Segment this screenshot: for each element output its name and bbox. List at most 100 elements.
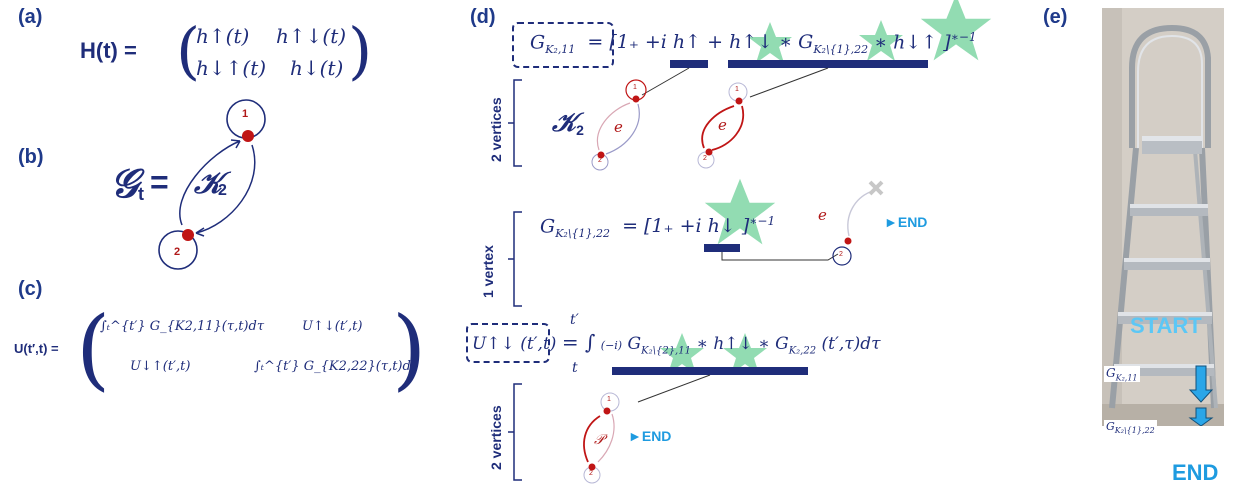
eq2: GK₂\{1},22 = [1₊ +i h↓ ]∗−1 [540,214,775,240]
label-2-vertices-top: 2 vertices [488,97,504,162]
node-1-label: 1 [242,108,249,120]
eq2-lhs: G [540,215,556,238]
eq3-lower-limit: t [572,360,578,376]
eq3-g1: G [627,334,642,354]
ladder-g22-sub: K₂\{1},22 [1114,426,1155,436]
ladder-g11-label: GK₂,11 [1104,366,1140,383]
end-tag-1: ►END [884,214,928,230]
propagator-lhs: U(t′,t) = [14,341,59,356]
bar-self-energy [728,60,928,68]
propagator-m11: ∫ₜ^{t′} G_{K2,11}(τ,t)dτ [100,319,265,334]
bar-h-up [670,60,708,68]
small-node-label-d2: 2 [589,470,593,477]
k2-symbol: 𝒦 [194,166,222,201]
small-dot-c [844,237,852,245]
graph-symbol: 𝒢 [110,160,139,207]
ladder-g11-symbol: G [1106,366,1116,380]
connector-1 [641,67,690,96]
edge-label-p: 𝒫 [594,432,605,448]
k2-subscript: 2 [218,182,227,199]
eq3-tail: (t′,τ)dτ [821,334,881,354]
u-updown-box [466,323,550,363]
panel-label-e: (e) [1043,6,1068,28]
eq3: U↑↓ (t′,t) = ∫ (−i) GK₂\{2},11 ∗ h↑↓ ∗ G… [472,330,912,370]
node-2-label: 2 [174,246,181,258]
k2-label: 𝒦2 [552,108,584,139]
left-paren: ( [176,14,201,87]
eq3-mid: ∗ h↑↓ ∗ G [696,334,789,354]
connector-3 [721,252,839,261]
eq3-g2-sub: K₂,22 [788,345,817,357]
arrowhead-up [230,139,241,149]
propagator-equation: U(t′,t) = ( ∫ₜ^{t′} G_{K2,11}(τ,t)dτ U↑↓… [14,297,426,405]
small-dot-b2 [705,148,713,156]
bracket-mid [508,211,522,307]
graph-diagram [158,99,266,270]
ladder-g22-label: GK₂\{1},22 [1104,420,1157,436]
small-edge-d-up [583,415,601,463]
matrix-h22: h↓(t) [290,56,344,80]
c-left-paren: ( [76,297,111,400]
small-dot-d1 [603,407,611,415]
k2-label-sub: 2 [576,122,584,139]
matrix-h12: h↑↓(t) [276,24,347,48]
small-node-label-b2: 2 [703,155,707,162]
eq1-rhs-tail: ∗ h↓↑ ] [874,31,951,54]
eq1-rhs: = [1₊ +i h↑ + h↑↓ ∗ G [587,31,814,54]
small-dot-b1 [735,97,743,105]
matrix-h21: h↓↑(t) [196,56,267,80]
small-edge-b-up [701,105,735,149]
edge-1-to-2 [195,144,256,234]
edge-label-e-a: 𝑒 [614,118,623,136]
small-edge-b-down [711,105,745,151]
eq1-lhs-sub: K₂,11 [545,43,576,57]
eq1-exp: ∗−1 [950,30,977,44]
eq2-exp: ∗−1 [749,214,776,228]
eq3-int: = ∫ [561,330,596,354]
right-paren: ) [348,14,373,87]
connector-2 [749,67,829,98]
edge-label-e-c: 𝑒 [818,206,827,224]
arrow-down-2 [1188,407,1214,426]
small-node-label-a2: 2 [598,157,602,164]
c-right-paren: ) [392,297,427,400]
bar-h-down [704,244,740,252]
eq2-lhs-sub: K₂\{1},22 [555,227,611,241]
eq3-g1-sub: K₂\{2},11 [641,345,691,357]
small-dot-a1 [632,95,640,103]
arrow-down-1 [1188,365,1214,403]
label-1-vertex: 1 vertex [480,245,496,298]
eq1-rhs-sub: K₂\{1},22 [813,43,869,57]
ladder-illustration [1102,8,1224,426]
panel-label-c: (c) [18,278,43,300]
eq3-factor: (−i) [600,339,623,352]
propagator-m21: U↓↑(t′,t) [130,359,191,374]
ladder-g22-symbol: G [1106,420,1115,433]
hamiltonian-equation: H(t) = ( h↑(t) h↑↓(t) h↓↑(t) h↓(t) ) [80,14,380,90]
ladder-start-label: START [1130,313,1202,338]
node-1-dot [242,130,254,142]
matrix-h11: h↑(t) [196,24,250,48]
propagator-m12: U↑↓(t′,t) [302,319,363,334]
panel-label-b: (b) [18,146,44,168]
bar-u-integrand [612,367,808,375]
k2-label-symbol: 𝒦 [552,108,577,138]
panel-label-d: (d) [470,6,496,28]
small-edge-c [847,191,871,237]
small-edge-a-down [605,103,640,155]
ladder-g11-sub: K₂,11 [1115,373,1138,383]
small-node-label-a1: 1 [633,84,637,91]
node-2-dot [182,229,194,241]
end-tag-2: ►END [628,428,672,444]
eq3-lhs: U↑↓ (t′,t) [472,334,557,354]
eq1: GK₂,11 = [1₊ +i h↑ + h↑↓ ∗ GK₂\{1},22 ∗ … [530,30,990,60]
hamiltonian-lhs: H(t) = [80,38,137,63]
panel-label-a: (a) [18,6,43,28]
eq2-rhs: = [1₊ +i h↓ ] [622,215,750,238]
small-edge-d-down [597,413,615,463]
small-dot-a2 [597,151,605,159]
gray-cross [868,180,884,196]
small-edge-a-up [596,102,631,151]
small-node-label-c: 2 [839,251,843,258]
ladder-photo [1102,8,1224,426]
